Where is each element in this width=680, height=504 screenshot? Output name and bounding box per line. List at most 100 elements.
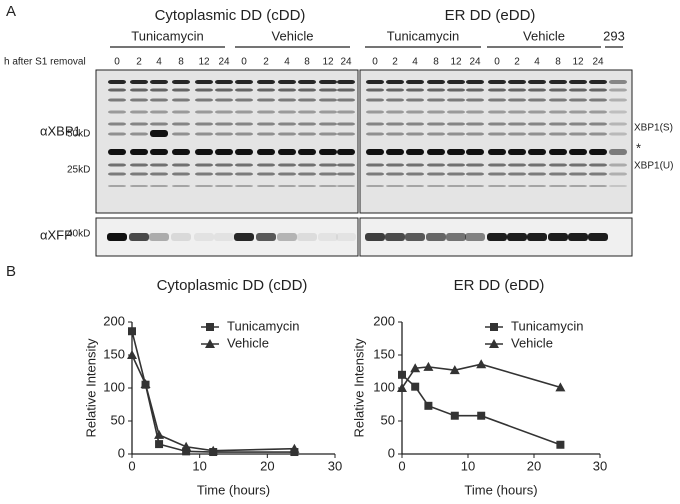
band — [488, 149, 506, 155]
band — [406, 185, 424, 187]
band — [337, 149, 355, 155]
marker — [556, 440, 565, 449]
marker — [181, 441, 192, 451]
band — [447, 98, 465, 102]
marker — [154, 429, 165, 439]
lane-label: 0 — [372, 57, 378, 68]
band — [508, 88, 526, 92]
band — [589, 132, 607, 136]
treatment-label: Tunicamycin — [131, 28, 203, 43]
band — [528, 132, 546, 136]
band — [235, 80, 253, 84]
panel-label: B — [6, 263, 16, 280]
band — [337, 185, 355, 187]
lane-label: 8 — [304, 57, 310, 68]
band — [447, 163, 465, 167]
band — [528, 149, 546, 155]
band — [488, 110, 506, 114]
marker — [423, 361, 434, 371]
band — [527, 233, 547, 241]
lane-label: 2 — [263, 57, 269, 68]
band — [366, 132, 384, 136]
y-tick-label: 0 — [118, 445, 125, 460]
band — [195, 149, 213, 155]
band — [297, 233, 317, 241]
band — [609, 149, 627, 155]
band — [298, 172, 316, 176]
band — [150, 80, 168, 84]
band — [257, 172, 275, 176]
band — [589, 172, 607, 176]
band — [172, 163, 190, 167]
band — [528, 98, 546, 102]
band — [447, 122, 465, 126]
band — [366, 163, 384, 167]
lane-label: 8 — [433, 57, 439, 68]
legend-marker — [205, 339, 215, 348]
band — [488, 132, 506, 136]
antibody-label: αXFP — [40, 227, 73, 242]
y-tick-label: 50 — [381, 412, 395, 427]
band — [466, 98, 484, 102]
band — [466, 132, 484, 136]
x-tick-label: 20 — [260, 458, 274, 473]
treatment-label: Vehicle — [272, 28, 314, 43]
band — [130, 88, 148, 92]
lane-label: 8 — [178, 57, 184, 68]
band — [466, 88, 484, 92]
band — [609, 110, 627, 114]
marker — [140, 379, 151, 389]
band — [406, 163, 424, 167]
band — [108, 185, 126, 187]
band — [549, 163, 567, 167]
panel-label: A — [6, 3, 16, 20]
band — [488, 172, 506, 176]
marker — [476, 359, 487, 369]
band — [319, 88, 337, 92]
band — [150, 185, 168, 187]
band — [609, 98, 627, 102]
lane-label: 12 — [322, 57, 334, 68]
band — [465, 233, 485, 241]
blots — [95, 69, 633, 257]
band — [508, 98, 526, 102]
band — [130, 80, 148, 84]
band — [215, 110, 233, 114]
chart-title: Cytoplasmic DD (cDD) — [157, 277, 308, 294]
band — [569, 185, 587, 187]
band — [569, 98, 587, 102]
band — [406, 110, 424, 114]
band — [508, 172, 526, 176]
band — [150, 130, 168, 137]
band — [589, 98, 607, 102]
band — [215, 185, 233, 187]
band — [319, 185, 337, 187]
band — [569, 172, 587, 176]
marker — [555, 382, 566, 392]
band — [386, 185, 404, 187]
x-tick-label: 30 — [328, 458, 342, 473]
band — [366, 110, 384, 114]
band — [278, 122, 296, 126]
marker — [411, 382, 420, 391]
lane-label: 0 — [241, 57, 247, 68]
y-tick-label: 200 — [103, 313, 125, 328]
band — [298, 122, 316, 126]
band — [108, 149, 126, 155]
y-tick-label: 150 — [103, 346, 125, 361]
band — [569, 110, 587, 114]
series-line — [131, 331, 295, 453]
y-tick-label: 0 — [388, 445, 395, 460]
y-tick-label: 150 — [373, 346, 395, 361]
band — [171, 233, 191, 241]
band — [406, 80, 424, 84]
band — [278, 98, 296, 102]
lane-label: 0 — [114, 57, 120, 68]
band — [336, 233, 356, 241]
band — [609, 88, 627, 92]
band — [589, 163, 607, 167]
legend-marker — [489, 339, 499, 348]
band — [337, 80, 355, 84]
band — [319, 80, 337, 84]
